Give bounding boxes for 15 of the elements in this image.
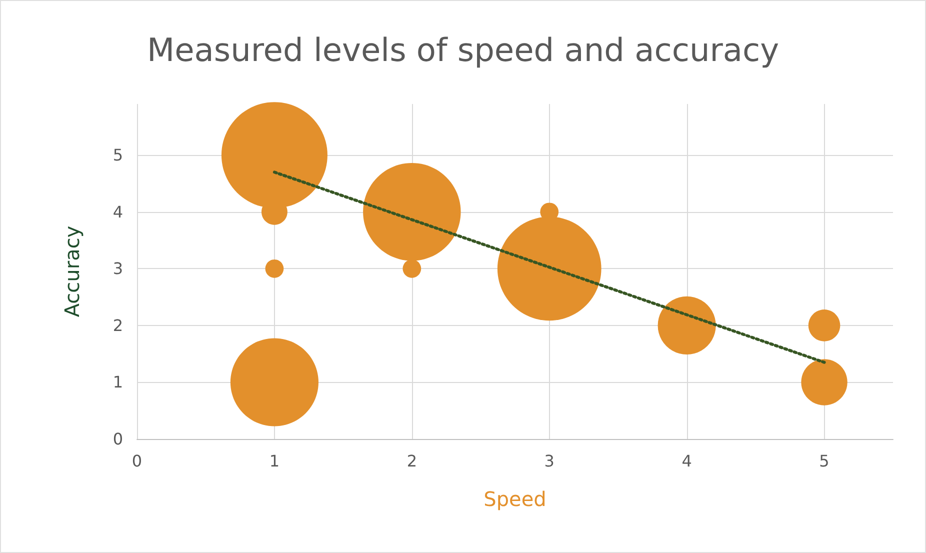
y-tick-label: 5 — [112, 146, 123, 165]
x-tick-label: 2 — [406, 452, 418, 470]
y-tick-label: 0 — [112, 430, 123, 448]
x-tick-label: 5 — [819, 452, 830, 470]
x-tick-label: 0 — [132, 452, 142, 470]
x-tick-label: 1 — [269, 452, 280, 470]
y-tick-label: 1 — [112, 372, 123, 392]
y-tick-label: 2 — [112, 316, 123, 335]
x-tick-label: 3 — [544, 452, 554, 470]
y-tick-label: 3 — [112, 259, 123, 278]
x-tick-label: 4 — [682, 452, 692, 470]
x-axis-title: Speed — [484, 487, 546, 511]
y-axis-title: Accuracy — [60, 226, 84, 318]
chart-title: Measured levels of speed and accuracy — [146, 31, 780, 69]
y-tick-label: 4 — [112, 202, 123, 222]
